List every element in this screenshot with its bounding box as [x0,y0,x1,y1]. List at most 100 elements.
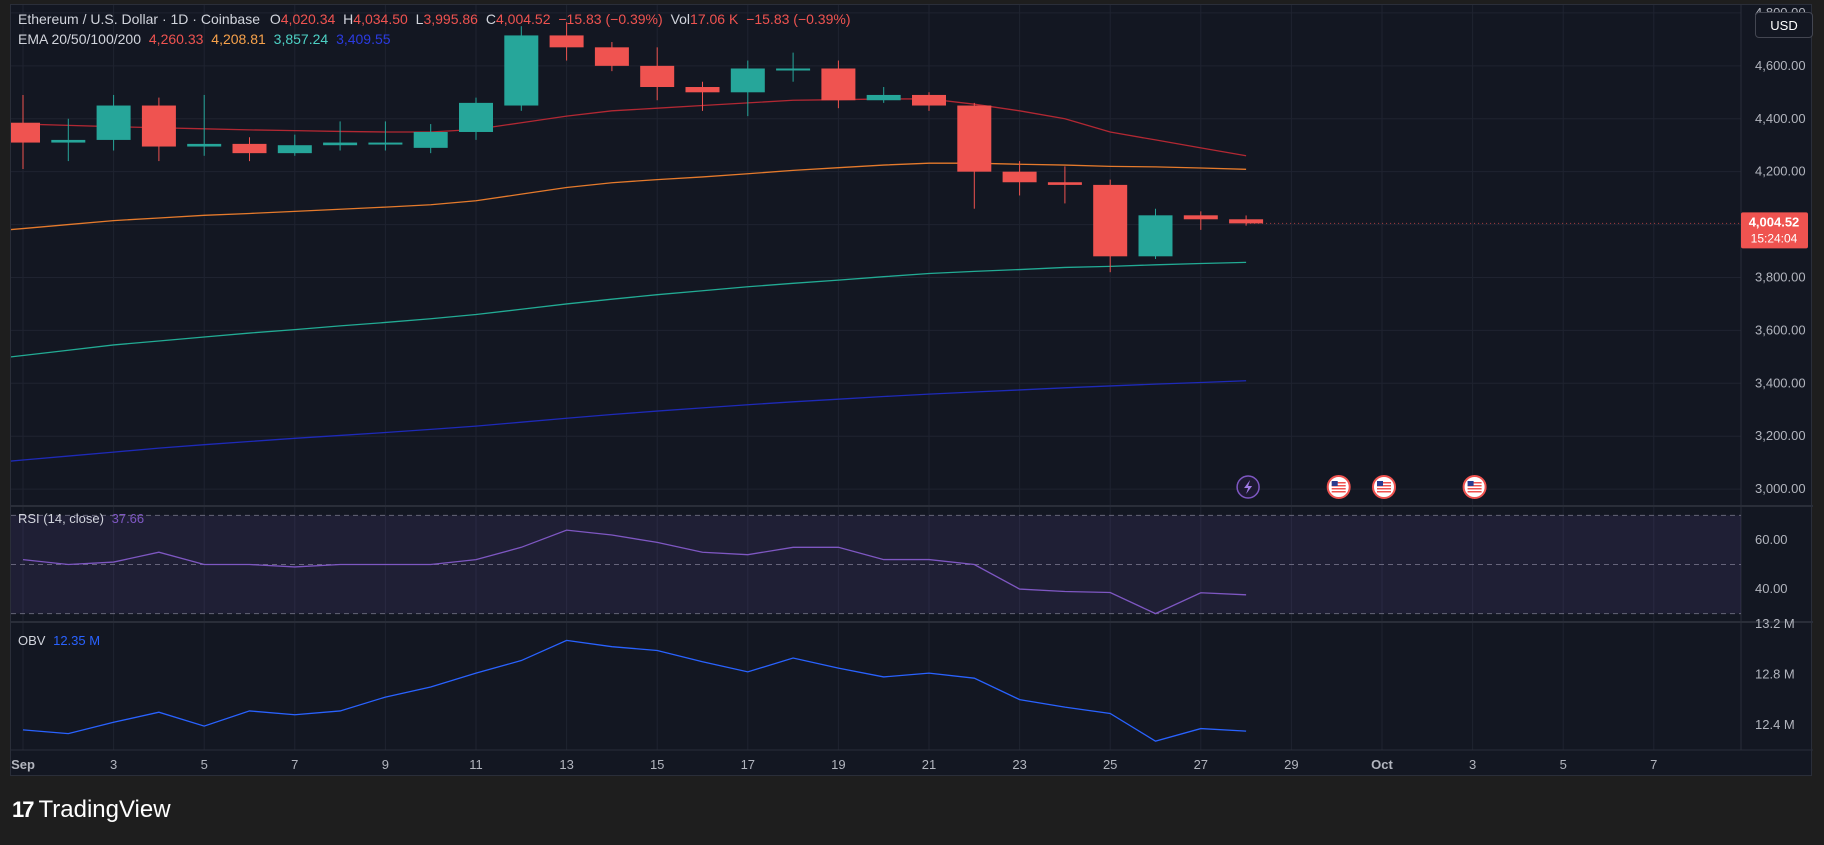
candle[interactable] [96,94,131,151]
candle[interactable] [1138,208,1173,259]
flag-stripe [1467,488,1482,490]
flag-stripe [1377,485,1391,487]
vol-label: Vol [670,11,691,27]
candle-body [504,35,539,106]
change-value: −15.83 (−0.39%) [558,11,663,27]
candle[interactable] [51,118,86,162]
candle[interactable] [323,121,358,151]
candle[interactable] [685,81,720,111]
candle-body [11,122,40,143]
ema-line-EMA20 [11,98,1247,157]
obv-axis-label: 12.4 M [1755,717,1795,732]
candle[interactable] [912,92,946,111]
candle[interactable] [141,97,176,162]
candle-body [685,87,720,93]
time-axis-label: 9 [382,757,389,772]
chart-canvas[interactable]: 3,000.00 3,200.00 3,400.00 3,600.00 3,800.00… [11,5,1813,777]
candle-body [730,68,765,93]
candle-body [640,65,675,88]
candle[interactable] [1002,161,1037,196]
candle-body [912,94,946,106]
candle[interactable] [594,42,629,72]
high-label: H [343,11,354,27]
candle[interactable] [459,97,493,140]
candle[interactable] [187,94,222,156]
ema100-value: 3,857.24 [273,31,329,47]
last-price-label: 4,004.52 [1749,214,1800,229]
price-axis-label: 4,200.00 [1755,164,1806,179]
candle-body [232,143,267,154]
ema-line-EMA50 [11,162,1247,231]
candle-body [51,139,86,143]
candle[interactable] [821,60,856,109]
us-flag-icon-ring [1326,475,1351,499]
price-axis-label: 3,200.00 [1755,428,1806,443]
price-axis-label: 3,800.00 [1755,269,1806,284]
us-flag-icon[interactable] [1372,475,1396,499]
currency-button[interactable]: USD [1755,12,1813,38]
candle[interactable] [277,134,312,156]
candle-body [549,35,584,48]
candle-body [277,145,312,154]
time-axis-label: Oct [1371,757,1393,772]
ema-legend[interactable]: EMA 20/50/100/200 4,260.33 4,208.81 3,85… [18,31,391,47]
price-axis-label: 4,600.00 [1755,58,1806,73]
price-axis-label: 3,400.00 [1755,375,1806,390]
tradingview-logo[interactable]: 17 TradingView [12,796,171,824]
time-axis-label: 5 [1560,757,1567,772]
candle[interactable] [866,87,901,103]
candle-body [368,142,403,145]
candle[interactable] [549,22,584,61]
candle[interactable] [1047,166,1082,204]
us-flag-icon[interactable] [1326,475,1351,499]
candle[interactable] [232,137,267,162]
chart-frame[interactable]: 3,000.00 3,200.00 3,400.00 3,600.00 3,800.00… [10,4,1813,777]
time-axis-label: 25 [1103,757,1117,772]
vol-value: 17.06 K [690,11,739,27]
candle-body [96,105,131,140]
flag-stripe [1331,488,1346,490]
candle[interactable] [368,121,403,151]
lightning-icon[interactable] [1236,475,1260,499]
symbol-legend: Ethereum / U.S. Dollar · 1D · Coinbase O… [18,11,850,27]
candle[interactable] [730,60,765,117]
candle[interactable] [1183,211,1218,230]
us-flag-icon[interactable] [1462,475,1487,499]
rsi-line [22,529,1247,615]
last-price-tag[interactable] [1741,212,1808,249]
time-axis-label: 21 [922,757,936,772]
flag-stripe [1377,482,1391,484]
candle[interactable] [1093,179,1128,273]
close-value: 4,004.52 [495,11,551,27]
candle[interactable] [640,47,675,101]
symbol-title[interactable]: Ethereum / U.S. Dollar · 1D · Coinbase [18,11,260,27]
obv-axis-label: 12.8 M [1755,666,1795,681]
time-axis-label: 29 [1284,757,1298,772]
close-label: C [485,11,496,27]
time-axis-label: 15 [650,757,664,772]
candle[interactable] [957,102,992,209]
flag-canton [1331,481,1338,486]
tradingview-brand: TradingView [38,796,171,823]
flag-canton [1377,481,1383,486]
candle-body [957,105,992,172]
candle[interactable] [776,52,811,82]
ema-label: EMA 20/50/100/200 [18,31,141,47]
obv-legend[interactable]: OBV 12.35 M [18,633,100,648]
low-value: 3,995.86 [423,11,478,27]
flag-stripe [1331,482,1346,484]
time-axis-label: 5 [201,757,208,772]
candle[interactable] [1229,215,1264,226]
candle-body [1093,184,1128,257]
us-flag-icon-ring [1372,475,1396,499]
candle-body [187,143,222,147]
candle[interactable] [504,26,539,111]
rsi-legend[interactable]: RSI (14, close) 37.66 [18,511,144,526]
vol-change: −15.83 (−0.39%) [746,11,851,27]
candle[interactable] [413,124,448,154]
candle[interactable] [11,94,40,170]
obv-title: OBV [18,633,46,648]
time-axis-label: 3 [1469,757,1476,772]
ema200-value: 3,409.55 [336,31,391,47]
flag-stripe [1467,491,1482,493]
